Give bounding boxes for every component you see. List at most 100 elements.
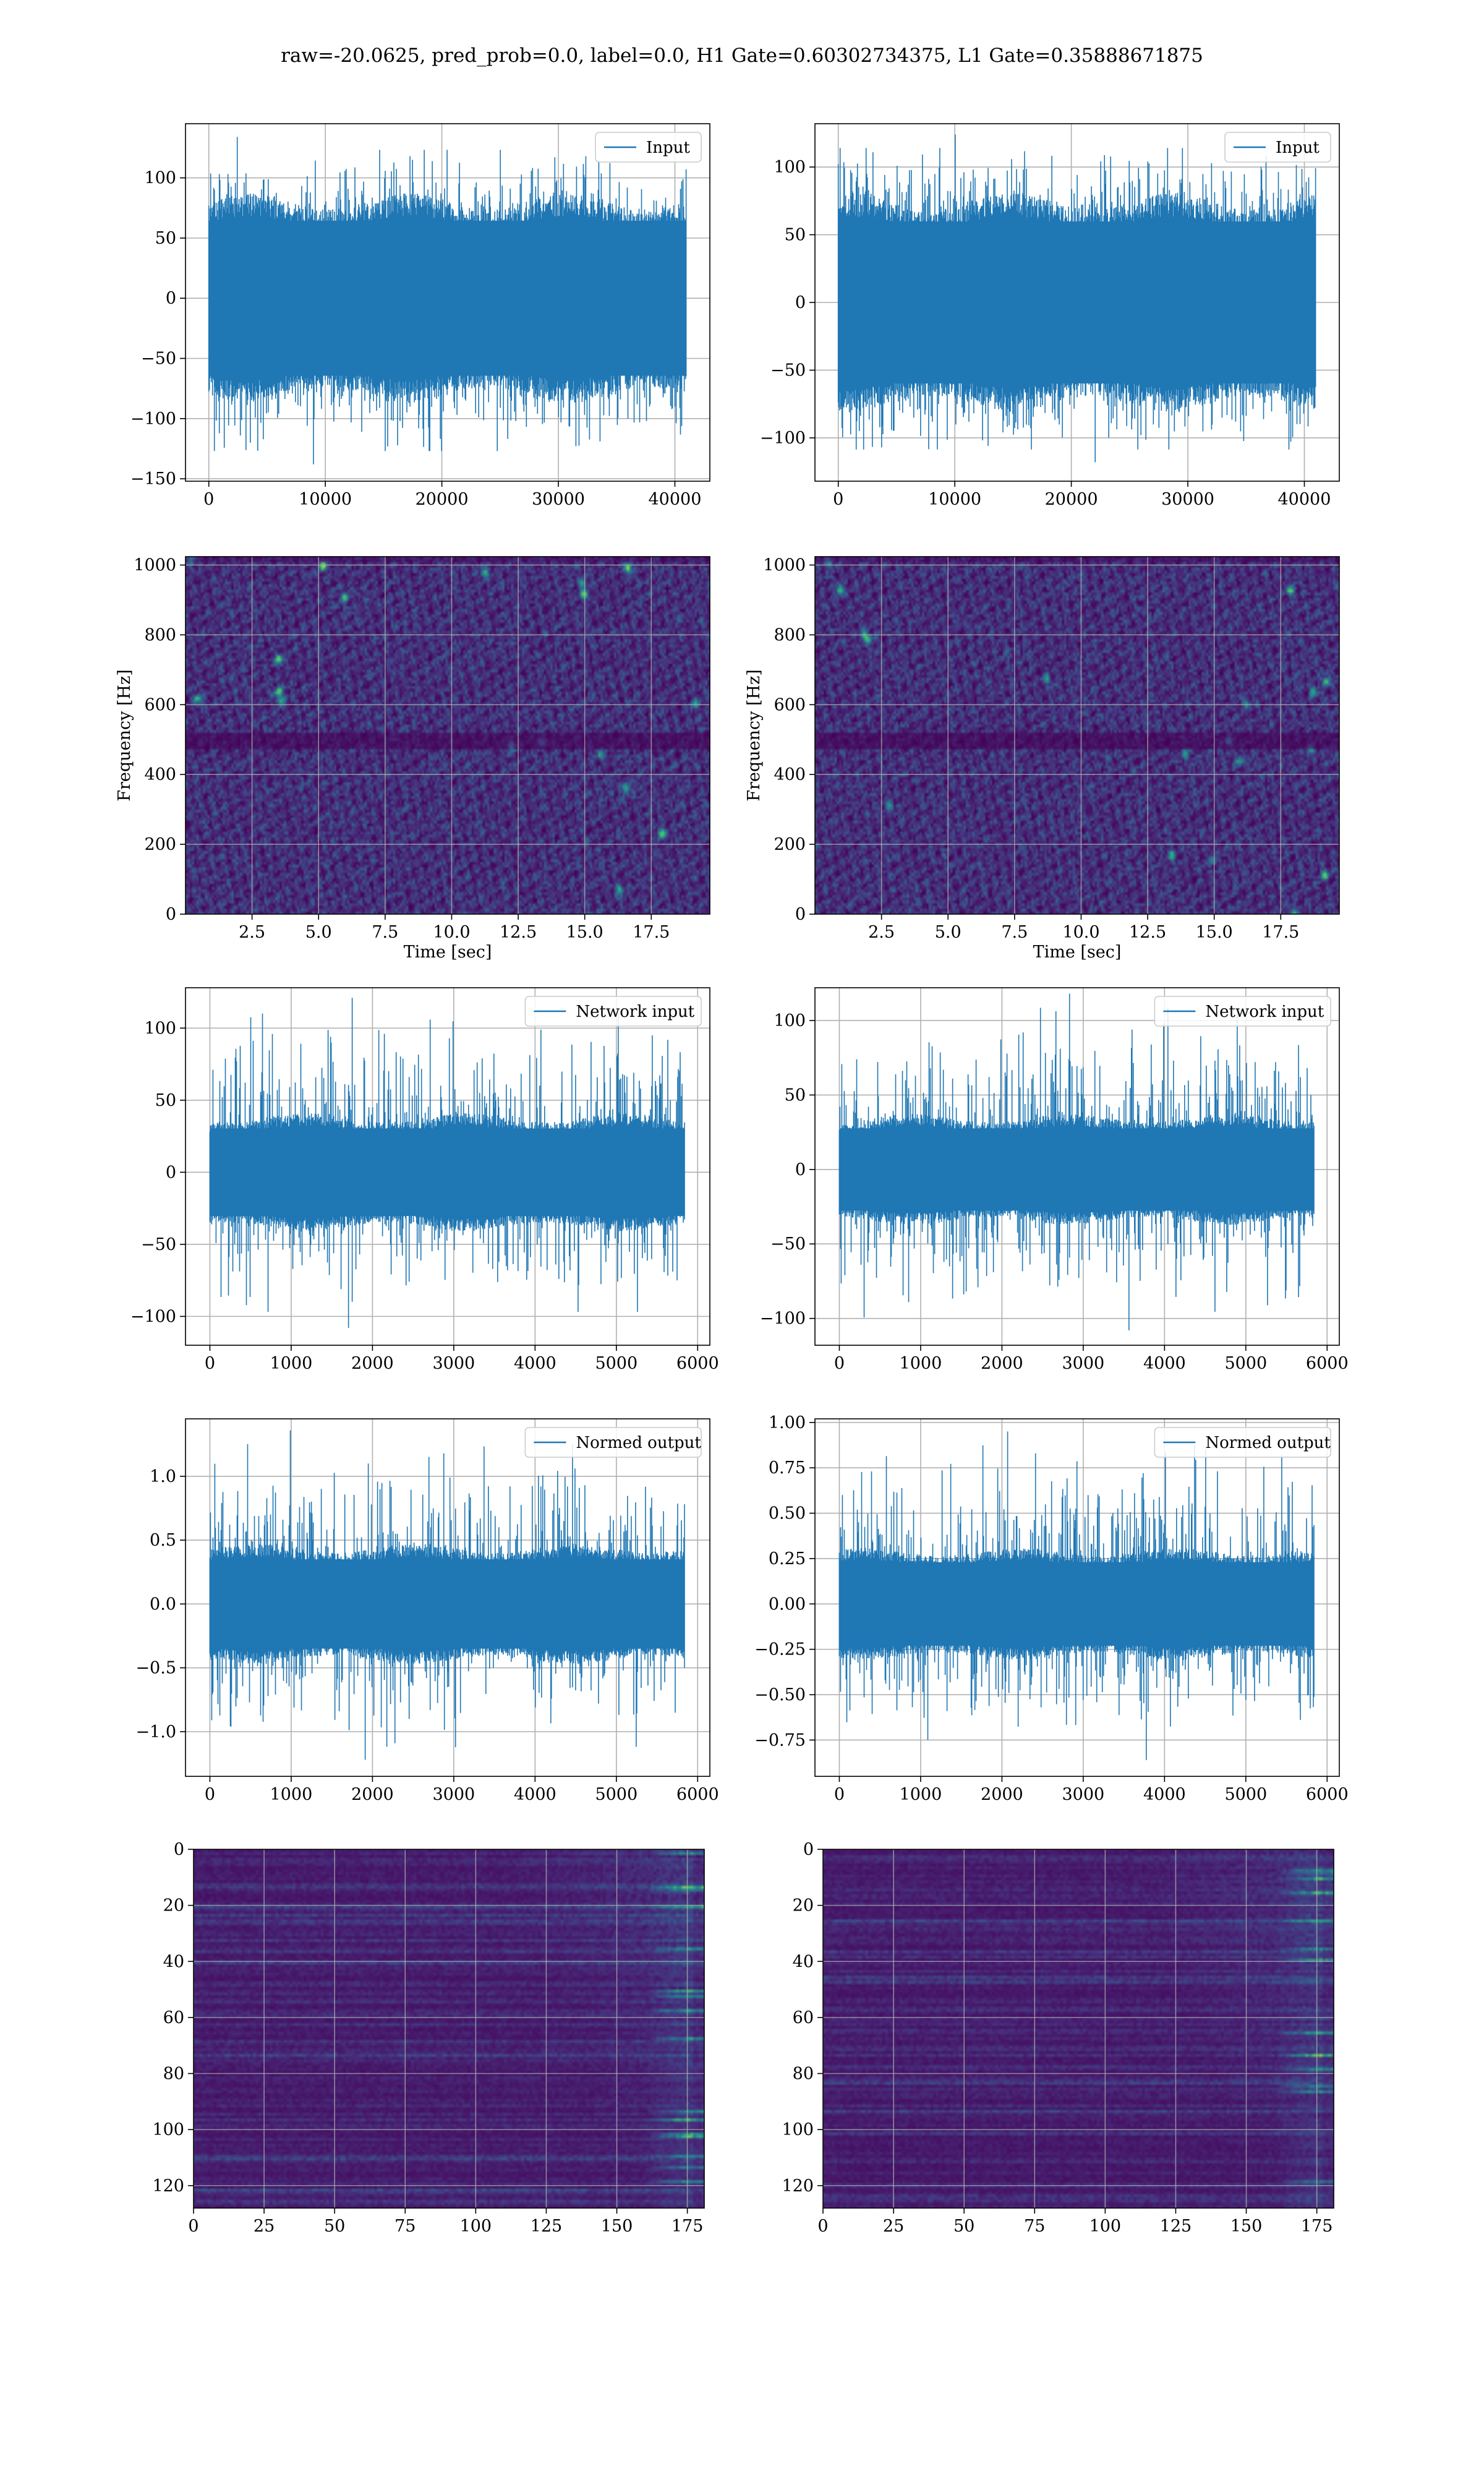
- legend-box: [1224, 132, 1331, 163]
- x-tick-label: 30000: [532, 490, 585, 509]
- x-tick-label: 10000: [928, 490, 981, 509]
- tick-labels: 2.5 5.0 7.5 10.0 12.5 15.0 17.5 0 200 400 600 800 10…: [134, 556, 670, 942]
- x-tick-label: 5.0: [305, 923, 332, 942]
- legend-box: [1154, 1427, 1331, 1458]
- x-tick-label: 2000: [981, 1785, 1023, 1804]
- x-tick-label: 0: [834, 1354, 845, 1373]
- x-tick-label: 6000: [1306, 1785, 1349, 1804]
- y-tick-label: 0: [166, 289, 176, 308]
- y-tick-label: 1.0: [150, 1467, 176, 1486]
- legend: Input: [1224, 132, 1331, 163]
- x-tick-label: 125: [1160, 2217, 1192, 2236]
- x-tick-label: 150: [1230, 2217, 1263, 2236]
- y-tick-label: 0.0: [150, 1594, 176, 1614]
- legend-label: Network input: [1205, 1003, 1324, 1021]
- data-layer: [194, 1849, 704, 2208]
- x-tick-label: 6000: [676, 1785, 719, 1804]
- x-tick-label: 0: [205, 1354, 215, 1373]
- subplot-l1-feature-map: 0 25 50 75 100 125 150 175 0 20 40 60 80 100 120: [782, 1840, 1334, 2236]
- signal-core: [838, 221, 1316, 383]
- y-tick-label: −0.5: [135, 1659, 176, 1678]
- legend-box: [595, 132, 702, 163]
- x-tick-label: 12.5: [500, 923, 537, 942]
- y-tick-label: 100: [144, 1019, 176, 1038]
- x-tick-label: 3000: [433, 1785, 475, 1804]
- x-tick-label: 4000: [514, 1354, 556, 1373]
- x-tick-label: 0: [188, 2217, 198, 2236]
- x-tick-label: 75: [394, 2217, 416, 2236]
- data-layer: [837, 134, 1316, 463]
- x-tick-label: 0: [833, 490, 843, 509]
- x-tick-label: 20000: [416, 490, 469, 509]
- x-tick-label: 6000: [1306, 1354, 1349, 1373]
- y-tick-label: 0: [795, 905, 806, 924]
- figure-suptitle: raw=-20.0625, pred_prob=0.0, label=0.0, …: [281, 45, 1203, 67]
- x-tick-label: 5000: [1224, 1354, 1267, 1373]
- y-tick-label: 120: [152, 2177, 184, 2196]
- x-tick-label: 2.5: [239, 923, 265, 942]
- data-layer: [838, 1431, 1315, 1760]
- x-tick-label: 0: [834, 1785, 845, 1804]
- y-tick-label: 20: [163, 1896, 184, 1915]
- axes-frame: [814, 556, 1340, 915]
- subplot-h1-feature-map: 0 25 50 75 100 125 150 175 0 20 40 60 80 100 120: [152, 1840, 705, 2236]
- y-tick-label: 0.50: [769, 1504, 806, 1523]
- y-tick-label: 0.5: [150, 1531, 176, 1550]
- tick-labels: 0 1000 2000 3000 4000 5000 6000 −100 −50 0 50 100: [130, 1019, 719, 1373]
- y-tick-label: 200: [774, 835, 806, 854]
- x-tick-label: 15.0: [1196, 923, 1233, 942]
- axes-frame: [822, 1849, 1334, 2209]
- y-tick-label: 600: [144, 695, 176, 714]
- x-tick-label: 4000: [514, 1785, 556, 1804]
- y-tick-label: 0.75: [769, 1458, 806, 1478]
- axes-frame: [185, 556, 710, 915]
- legend: Normed output: [524, 1427, 702, 1458]
- y-tick-label: 0: [166, 905, 176, 924]
- legend-label: Input: [646, 139, 690, 157]
- x-tick-label: 3000: [1062, 1785, 1105, 1804]
- x-tick-label: 75: [1024, 2217, 1045, 2236]
- x-tick-label: 6000: [676, 1354, 719, 1373]
- signal-core: [839, 1128, 1314, 1211]
- y-tick-label: 60: [793, 2008, 814, 2027]
- y-tick-label: −100: [760, 1309, 806, 1329]
- tick-labels: 0 25 50 75 100 125 150 175 0 20 40 60 80 100 120: [782, 1840, 1333, 2236]
- x-tick-label: 150: [601, 2217, 633, 2236]
- x-tick-label: 125: [531, 2217, 563, 2236]
- y-tick-label: −50: [141, 349, 176, 368]
- y-tick-label: −50: [770, 361, 806, 380]
- y-tick-label: 0: [803, 1840, 814, 1859]
- y-tick-label: 40: [163, 1952, 184, 1971]
- x-tick-label: 2000: [981, 1354, 1023, 1373]
- y-tick-label: −100: [130, 1307, 176, 1326]
- x-tick-label: 20000: [1045, 490, 1098, 509]
- y-tick-label: 80: [163, 2065, 184, 2084]
- y-tick-label: 50: [155, 229, 176, 248]
- tick-labels: 2.5 5.0 7.5 10.0 12.5 15.0 17.5 0 200 400 600 800 10…: [763, 556, 1299, 942]
- y-tick-label: 120: [782, 2177, 814, 2196]
- data-layer: [838, 993, 1315, 1330]
- legend: Network input: [1154, 996, 1331, 1027]
- y-tick-label: −1.0: [135, 1723, 176, 1742]
- y-tick-label: 800: [144, 625, 176, 644]
- legend-label: Input: [1276, 139, 1320, 157]
- y-tick-label: 1000: [134, 556, 176, 575]
- subplot-h1-spectrogram: 2.5 5.0 7.5 10.0 12.5 15.0 17.5 0 200 400 600 800 10…: [115, 556, 710, 962]
- legend-label: Normed output: [576, 1434, 701, 1452]
- x-tick-label: 7.5: [1001, 923, 1028, 942]
- x-tick-label: 1000: [270, 1354, 313, 1373]
- x-tick-label: 5000: [595, 1354, 638, 1373]
- x-tick-label: 100: [460, 2217, 492, 2236]
- y-tick-label: −100: [760, 429, 806, 448]
- data-layer: [209, 998, 685, 1328]
- axes-frame: [193, 1849, 705, 2209]
- x-tick-label: 3000: [1062, 1354, 1105, 1373]
- axes-frame: [185, 123, 710, 482]
- x-tick-label: 100: [1090, 2217, 1122, 2236]
- legend: Network input: [524, 996, 702, 1027]
- y-tick-label: −0.75: [754, 1731, 806, 1750]
- x-tick-label: 2.5: [868, 923, 895, 942]
- y-tick-label: −0.25: [754, 1640, 806, 1659]
- x-tick-label: 30000: [1161, 490, 1214, 509]
